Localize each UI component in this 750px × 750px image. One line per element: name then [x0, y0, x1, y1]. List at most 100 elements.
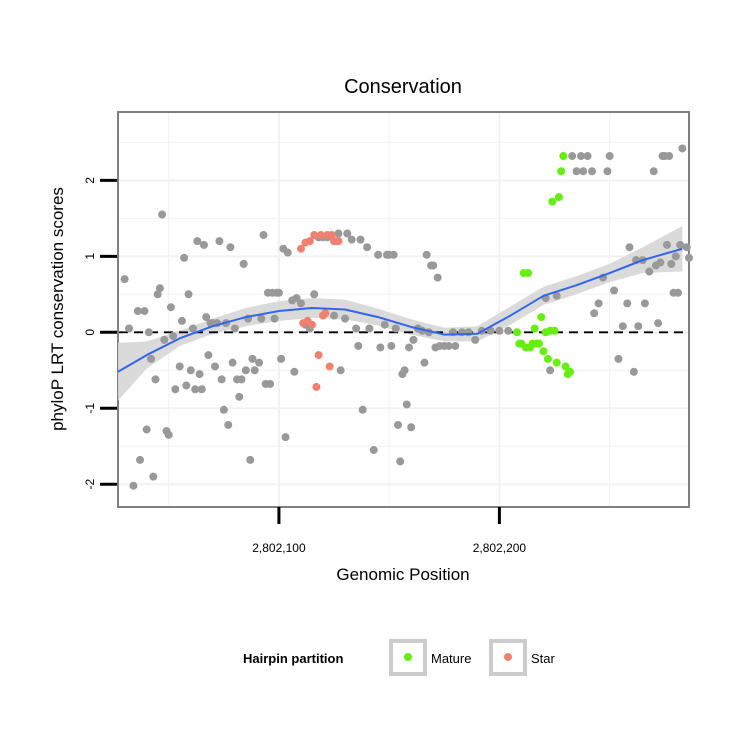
point-other: [149, 472, 158, 481]
point-other: [451, 341, 460, 350]
point-other: [380, 320, 389, 329]
point-other: [155, 284, 164, 293]
point-other: [186, 366, 195, 375]
point-other: [290, 367, 299, 376]
point-other: [347, 235, 356, 244]
point-other: [180, 253, 189, 262]
point-other: [188, 324, 197, 333]
point-other: [405, 343, 414, 352]
smooth-curve: [117, 247, 683, 373]
point-other: [160, 335, 169, 344]
point-other: [363, 243, 372, 252]
grid-lines: [119, 113, 688, 506]
point-other: [330, 311, 339, 320]
point-mature: [513, 328, 522, 337]
point-other: [144, 328, 153, 337]
point-other: [656, 258, 665, 267]
point-other: [665, 152, 674, 161]
point-mature: [561, 362, 570, 371]
confidence-band-area: [118, 225, 683, 401]
point-other: [228, 358, 237, 367]
point-other: [334, 229, 343, 238]
point-other: [676, 240, 685, 249]
legend-label-mature: Mature: [431, 651, 471, 666]
point-other: [685, 253, 693, 262]
point-star: [305, 237, 314, 246]
point-mature: [537, 313, 546, 322]
point-other: [241, 366, 250, 375]
point-mature: [554, 193, 563, 202]
y-tick-label: 0: [83, 329, 97, 336]
point-star: [314, 351, 323, 360]
legend-dot-mature: [404, 653, 412, 661]
point-other: [464, 328, 473, 337]
point-other: [678, 144, 687, 153]
data-points: [120, 144, 693, 490]
point-other: [310, 290, 319, 299]
point-other: [409, 335, 418, 344]
point-other: [649, 167, 658, 176]
point-other: [283, 248, 292, 257]
point-other: [444, 341, 453, 350]
point-other: [590, 309, 599, 318]
point-other: [358, 405, 367, 414]
point-other: [129, 481, 138, 490]
point-other: [546, 366, 555, 375]
point-other: [191, 385, 200, 394]
point-other: [277, 354, 286, 363]
point-other: [433, 273, 442, 282]
point-star: [334, 237, 343, 246]
point-other: [202, 313, 211, 322]
point-other: [420, 358, 429, 367]
point-other: [248, 354, 257, 363]
point-star: [296, 244, 305, 253]
plot-area: [117, 111, 693, 508]
legend-key-star: [489, 639, 527, 676]
legend-item-mature: Mature: [389, 639, 471, 676]
y-tick-label: -2: [83, 479, 97, 490]
point-other: [204, 351, 213, 360]
point-other: [618, 322, 627, 331]
point-other: [184, 290, 193, 299]
point-other: [164, 430, 173, 439]
point-other: [402, 400, 411, 409]
point-mature: [565, 367, 574, 376]
point-other: [215, 237, 224, 246]
point-other: [654, 319, 663, 328]
point-other: [623, 299, 632, 308]
point-other: [169, 332, 178, 341]
point-other: [153, 290, 162, 299]
point-other: [246, 455, 255, 464]
point-mature: [552, 358, 561, 367]
point-mature: [557, 167, 566, 176]
point-other: [125, 324, 134, 333]
point-other: [166, 303, 175, 312]
point-other: [211, 362, 220, 371]
point-other: [230, 324, 239, 333]
point-other: [270, 314, 279, 323]
y-axis: -2 -1 0 1 2: [83, 177, 117, 490]
point-other: [219, 405, 228, 414]
point-other: [365, 324, 374, 333]
legend-item-star: Star: [489, 639, 556, 676]
point-other: [429, 261, 438, 270]
point-other: [255, 358, 264, 367]
chart-title: Conservation: [344, 76, 462, 98]
point-other: [224, 420, 233, 429]
point-other: [579, 167, 588, 176]
point-other: [568, 152, 577, 161]
y-tick-label: 2: [83, 177, 97, 184]
point-other: [281, 433, 290, 442]
legend-dot-star: [504, 653, 512, 661]
point-mature: [550, 326, 559, 335]
point-other: [407, 423, 416, 432]
point-other: [147, 354, 156, 363]
legend-label-star: Star: [531, 651, 556, 666]
point-other: [133, 307, 142, 316]
point-mature: [548, 197, 557, 206]
point-other: [296, 299, 305, 308]
point-other: [662, 240, 671, 249]
point-other: [217, 375, 226, 384]
point-other: [634, 322, 643, 331]
point-other: [341, 314, 350, 323]
